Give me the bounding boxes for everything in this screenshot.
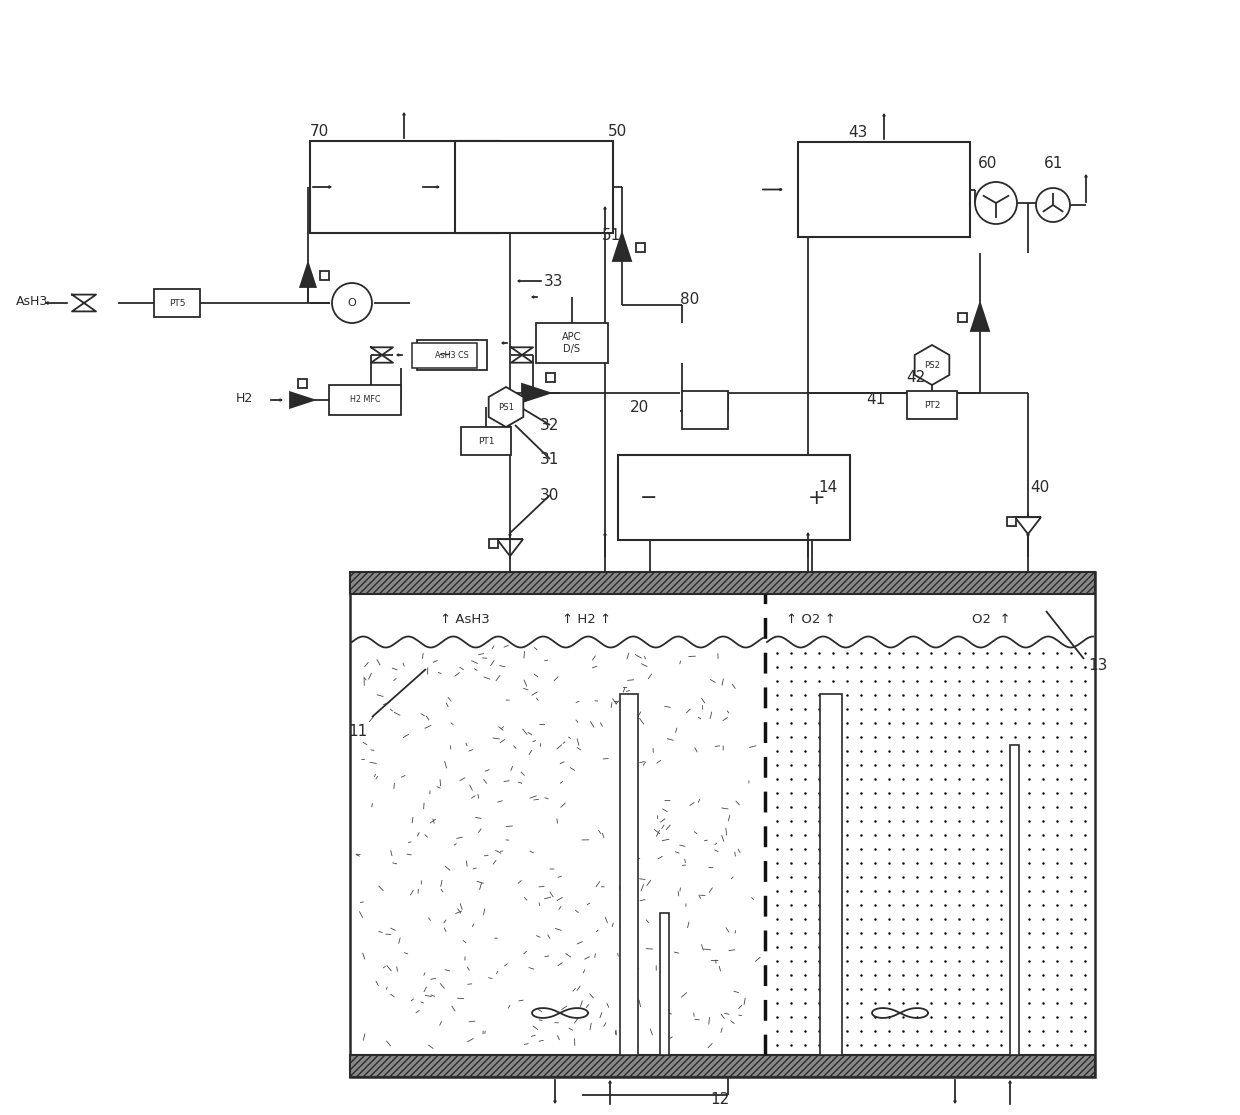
Polygon shape	[522, 384, 551, 403]
Bar	[799, 142, 970, 237]
Text: 80: 80	[680, 292, 699, 307]
Text: 11: 11	[348, 724, 367, 739]
Text: 60: 60	[978, 156, 997, 171]
Bar	[682, 391, 728, 429]
Bar	[412, 343, 477, 368]
Circle shape	[975, 182, 1017, 224]
Text: O2  ↑: O2 ↑	[972, 613, 1011, 626]
Bar	[154, 289, 200, 317]
Bar	[820, 694, 842, 1055]
Bar	[455, 140, 613, 233]
Text: 41: 41	[866, 392, 885, 407]
Text: 33: 33	[544, 274, 563, 289]
Polygon shape	[613, 233, 631, 261]
Bar	[490, 539, 498, 547]
Bar	[461, 427, 511, 455]
Text: 43: 43	[848, 125, 867, 140]
Bar	[320, 271, 329, 280]
Text: PS2: PS2	[924, 360, 940, 369]
Bar	[660, 913, 670, 1055]
Text: 42: 42	[906, 370, 925, 385]
Bar	[350, 572, 1095, 594]
Bar	[618, 455, 849, 540]
Text: ↑ AsH3: ↑ AsH3	[440, 613, 490, 626]
Bar	[620, 694, 639, 1055]
Bar	[957, 312, 966, 321]
Bar	[906, 391, 957, 419]
Polygon shape	[1016, 517, 1042, 534]
Bar	[635, 242, 645, 252]
Text: 51: 51	[601, 227, 621, 243]
Circle shape	[332, 283, 372, 323]
Bar	[1007, 516, 1017, 525]
Bar	[310, 140, 498, 233]
Bar	[417, 340, 487, 370]
Polygon shape	[971, 303, 990, 331]
Text: −: −	[640, 487, 657, 507]
Text: 13: 13	[1087, 658, 1107, 673]
Text: ↑ H2 ↑: ↑ H2 ↑	[562, 613, 611, 626]
Text: 31: 31	[539, 452, 559, 467]
Bar	[1011, 745, 1019, 1055]
Text: AsH3 CS: AsH3 CS	[435, 350, 469, 359]
Text: PS1: PS1	[498, 403, 515, 411]
Bar	[298, 378, 306, 388]
Polygon shape	[489, 387, 523, 427]
Text: ↑ O2 ↑: ↑ O2 ↑	[786, 613, 836, 626]
Polygon shape	[497, 540, 523, 556]
Text: 40: 40	[1030, 479, 1049, 495]
Circle shape	[1035, 188, 1070, 222]
Polygon shape	[300, 263, 316, 287]
Text: O: O	[347, 298, 356, 308]
Text: PT2: PT2	[924, 400, 940, 409]
Bar	[536, 323, 608, 363]
Text: PT5: PT5	[169, 299, 185, 308]
Polygon shape	[915, 345, 950, 385]
Text: 12: 12	[711, 1092, 729, 1107]
Text: H2: H2	[236, 392, 253, 405]
Text: 50: 50	[608, 124, 627, 139]
Polygon shape	[290, 392, 314, 408]
Text: H2 MFC: H2 MFC	[350, 396, 381, 405]
Text: 30: 30	[539, 488, 559, 503]
Bar	[546, 372, 554, 381]
Text: 14: 14	[818, 479, 837, 495]
Bar	[329, 385, 401, 415]
Text: 70: 70	[310, 124, 330, 139]
Text: 20: 20	[630, 400, 650, 415]
Text: ~: ~	[438, 346, 451, 363]
Text: +: +	[808, 487, 826, 507]
Bar	[350, 572, 1095, 1077]
Bar	[350, 1055, 1095, 1077]
Text: APC
D/S: APC D/S	[562, 332, 582, 353]
Text: PT1: PT1	[477, 436, 495, 446]
Text: 32: 32	[539, 418, 559, 433]
Text: 61: 61	[1044, 156, 1064, 171]
Text: AsH3: AsH3	[16, 295, 48, 308]
